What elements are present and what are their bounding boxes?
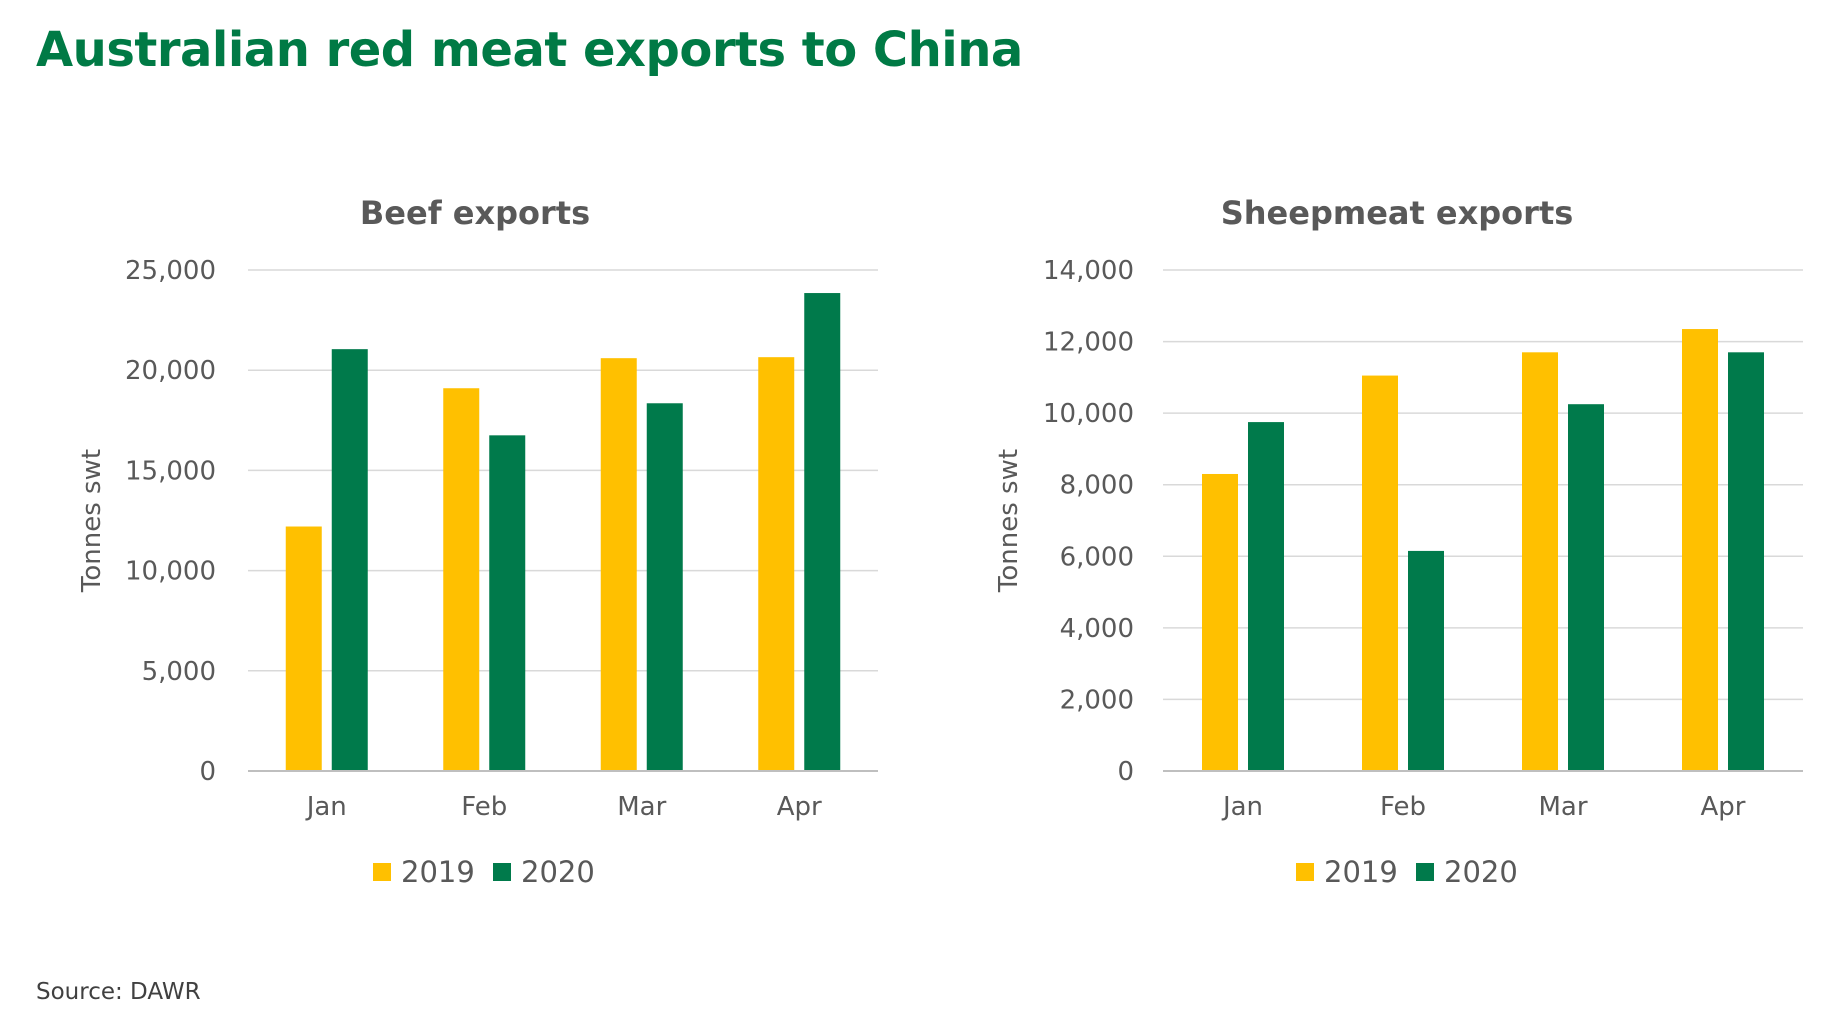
sheepmeat-bar-2020-apr xyxy=(1728,352,1764,771)
beef-legend-label-2020: 2020 xyxy=(521,855,595,889)
sheepmeat-y-axis-label: Tonnes swt xyxy=(994,449,1024,593)
sheepmeat-bar-2019-mar xyxy=(1522,352,1558,771)
sheepmeat-bar-2020-mar xyxy=(1568,404,1604,771)
beef-bar-2019-mar xyxy=(600,358,637,771)
sheepmeat-legend-label-2019: 2019 xyxy=(1324,855,1398,889)
beef-y-tick-label: 25,000 xyxy=(125,256,216,286)
sheepmeat-chart-title: Sheepmeat exports xyxy=(1221,194,1574,232)
page-title: Australian red meat exports to China xyxy=(36,22,1023,78)
sheepmeat-y-tick-label: 8,000 xyxy=(1060,471,1134,501)
beef-y-tick-label: 10,000 xyxy=(125,557,216,587)
beef-legend-swatch-2020 xyxy=(493,863,511,881)
sheepmeat-y-tick-label: 10,000 xyxy=(1043,399,1134,429)
sheepmeat-y-tick-label: 0 xyxy=(1117,757,1134,787)
sheepmeat-bar-2020-feb xyxy=(1408,550,1444,771)
sheepmeat-x-tick-label: Feb xyxy=(1380,792,1426,822)
sheepmeat-x-tick-label: Apr xyxy=(1701,792,1746,822)
source-note: Source: DAWR xyxy=(36,979,201,1005)
sheepmeat-legend-swatch-2019 xyxy=(1296,863,1314,881)
beef-bar-2019-apr xyxy=(758,357,795,771)
beef-x-tick-label: Mar xyxy=(617,792,666,822)
beef-bar-2020-feb xyxy=(489,435,526,771)
sheepmeat-y-tick-label: 4,000 xyxy=(1060,614,1134,644)
beef-y-tick-label: 15,000 xyxy=(125,456,216,486)
beef-chart-title: Beef exports xyxy=(360,194,590,232)
sheepmeat-bar-2019-feb xyxy=(1362,375,1398,771)
sheepmeat-x-tick-label: Jan xyxy=(1221,792,1263,822)
beef-bar-2019-feb xyxy=(443,388,480,771)
beef-legend-label-2019: 2019 xyxy=(401,855,475,889)
sheepmeat-bar-2020-jan xyxy=(1248,422,1284,771)
beef-x-tick-label: Jan xyxy=(305,792,347,822)
beef-x-tick-label: Apr xyxy=(777,792,822,822)
beef-legend-swatch-2019 xyxy=(373,863,391,881)
sheepmeat-legend-swatch-2020 xyxy=(1416,863,1434,881)
beef-y-tick-label: 0 xyxy=(199,757,216,787)
sheepmeat-bar-2019-jan xyxy=(1202,473,1238,771)
sheepmeat-y-tick-label: 14,000 xyxy=(1043,256,1134,286)
beef-y-tick-label: 5,000 xyxy=(142,657,216,687)
sheepmeat-y-tick-label: 2,000 xyxy=(1060,685,1134,715)
beef-bar-2020-mar xyxy=(646,403,683,771)
beef-x-tick-label: Feb xyxy=(461,792,507,822)
beef-bar-2020-jan xyxy=(331,349,368,771)
sheepmeat-y-tick-label: 6,000 xyxy=(1060,542,1134,572)
beef-y-tick-label: 20,000 xyxy=(125,356,216,386)
sheepmeat-x-tick-label: Mar xyxy=(1538,792,1587,822)
sheepmeat-y-tick-label: 12,000 xyxy=(1043,328,1134,358)
sheepmeat-legend-label-2020: 2020 xyxy=(1444,855,1518,889)
beef-bar-2019-jan xyxy=(285,526,322,771)
beef-bar-2020-apr xyxy=(804,293,841,771)
beef-y-axis-label: Tonnes swt xyxy=(77,449,107,593)
sheepmeat-bar-2019-apr xyxy=(1682,329,1718,771)
